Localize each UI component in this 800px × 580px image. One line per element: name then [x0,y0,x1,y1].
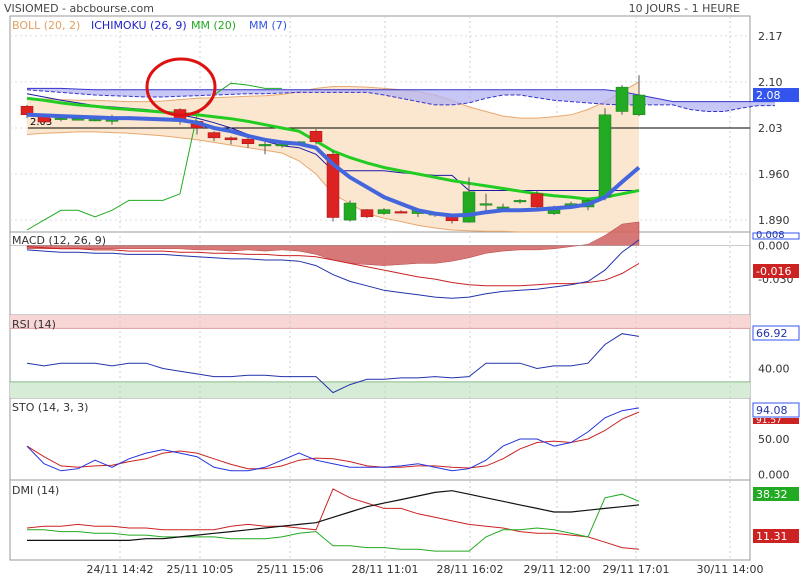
macd-signal-line [26,246,640,287]
ichimoku-span-b [27,87,775,103]
candle-down [360,209,374,218]
macd-axis-tick: 0.000 [758,239,790,252]
rsi-value-tag-bg [752,325,800,341]
moving-average-7-line [26,112,641,218]
rsi-axis-tick: 40.00 [758,363,790,376]
candle-up [377,209,391,214]
candle-up [275,144,289,147]
legend-item-0: BOLL (20, 2) [12,19,80,32]
price-axis-tick: 1.890 [758,214,790,227]
candle-up [71,118,85,121]
rsi-oversold-band [10,381,750,398]
candle-down [326,154,340,218]
dmi-plus-tag-bg [753,487,799,501]
macd-signal-tag: -0.016 [756,265,791,278]
last-price-tag: 2.08 [756,89,781,102]
sto-k-line [26,407,640,472]
sto-axis-tick: 0.000 [758,468,790,481]
dmi-minus-di-line [26,488,640,550]
candle-down [207,132,221,139]
macd-signal-tag-bg [753,264,799,278]
candle-down [394,211,408,214]
x-axis-tick-label: 24/11 14:42 [87,563,154,576]
macd-title: MACD (12, 26, 9) [12,234,106,247]
sto-k-tag: 94.08 [756,404,788,417]
x-axis-tick-label: 30/11 14:00 [697,563,764,576]
price-axis-tick: 2.03 [758,122,783,135]
price-axis-tick: 1.960 [758,168,790,181]
candle-up [615,86,629,112]
candle-up [479,203,493,206]
candle-up [598,114,612,198]
dmi-plus-di-line [27,493,640,552]
rsi-overbought-band [10,315,750,329]
sto-d-line [26,411,640,470]
candle-up [258,144,272,147]
macd-line [26,239,640,299]
dmi-minus-tag: 11.31 [756,530,788,543]
dmi-minus-tag-bg [753,529,799,543]
candle-up [54,117,68,120]
sto-title: STO (14, 3, 3) [12,401,88,414]
legend-item-1: ICHIMOKU (26, 9) [91,19,187,32]
macd-value-tag: 0.008 [756,230,785,241]
x-axis-tick-label: 28/11 16:02 [437,563,504,576]
candle-down [530,193,544,208]
macd-value-tag-bg [752,232,800,240]
candle-up [462,191,476,223]
candle-down [224,137,238,141]
candle-up [343,202,357,221]
sto-axis-tick: 50.00 [758,433,790,446]
sto-d-tag-bg [753,418,799,424]
ichimoku-span-a [26,89,775,112]
rsi-title: RSI (14) [12,318,56,331]
last-price-tag-bg [753,88,799,103]
price-axis-tick: 2.10 [758,76,783,89]
candle-up [513,200,527,203]
highlight-circle [145,57,217,117]
candle-down [309,130,323,143]
panel-frame-dmi [9,479,751,561]
ichimoku-chikou-line [26,82,282,231]
dmi-title: DMI (14) [12,484,59,497]
panel-frame-sto [9,397,751,481]
x-axis-tick-label: 29/11 17:01 [603,563,670,576]
x-axis-tick-label: 25/11 10:05 [167,563,234,576]
x-axis-tick-label: 29/11 12:00 [524,563,591,576]
reference-level-label: 2.03 [30,117,52,128]
rsi-line [26,333,640,394]
price-axis-tick: 2.17 [758,30,783,43]
dmi-adx-line [27,490,640,541]
dmi-plus-tag: 38.32 [756,488,788,501]
legend-item-2: MM (20) [191,19,236,32]
x-axis-tick-label: 28/11 11:01 [352,563,419,576]
sto-d-tag: 91.57 [756,416,782,426]
candle-up [496,206,510,209]
legend-item-3: MM (7) [249,19,287,32]
chart-timeframe: 10 JOURS - 1 HEURE [628,2,740,15]
candle-down [241,138,255,145]
sto-k-tag-bg [752,402,800,418]
bollinger-upper-line [26,81,640,119]
rsi-value-tag: 66.92 [756,327,788,340]
candle-down [20,105,34,116]
chart-source-title: VISIOMED - abcbourse.com [4,2,154,15]
candle-up [632,94,646,116]
x-axis-tick-label: 25/11 15:06 [257,563,324,576]
candle-up [88,119,102,122]
